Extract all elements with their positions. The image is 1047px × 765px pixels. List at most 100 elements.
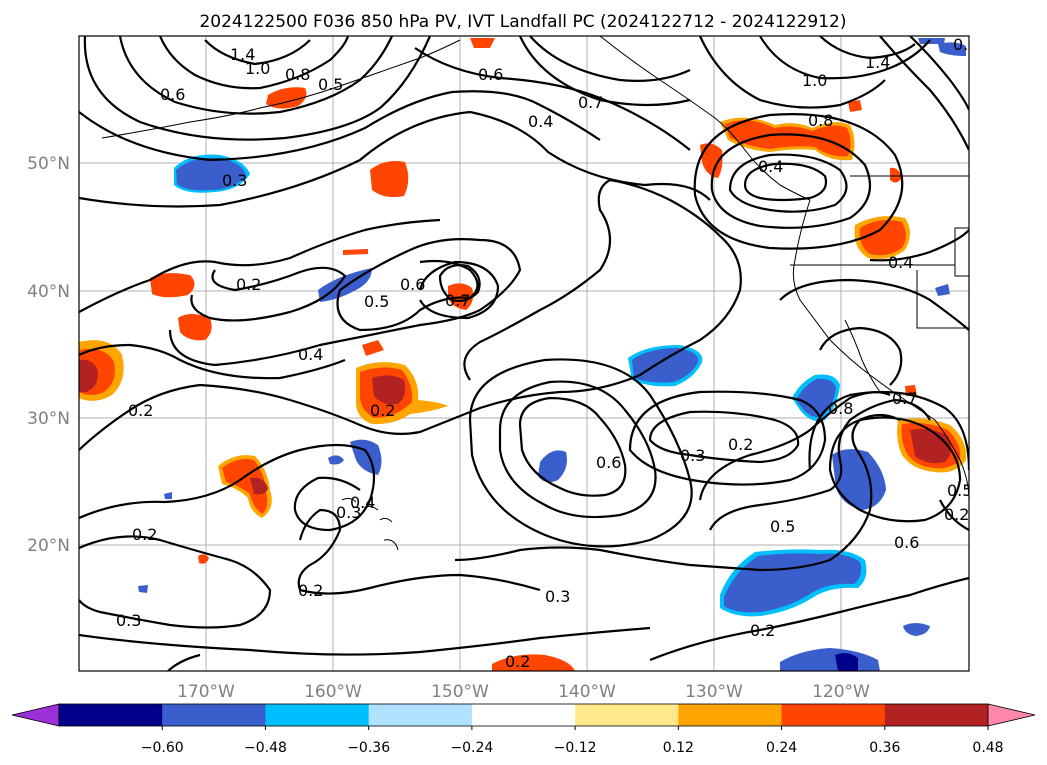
lat-label: 30°N bbox=[27, 409, 70, 429]
contour-line bbox=[710, 133, 872, 229]
pv-patch bbox=[138, 585, 148, 593]
coastline-west-coast bbox=[792, 199, 969, 501]
contour-label: 0.3 bbox=[222, 171, 247, 190]
contour-line bbox=[819, 326, 903, 386]
contour-line bbox=[79, 218, 441, 313]
contour-label: 0.2 bbox=[728, 435, 753, 454]
contour-label: 0.4 bbox=[350, 493, 375, 512]
contour-label: 1.0 bbox=[245, 59, 270, 78]
colorbar-tick-label: −0.48 bbox=[244, 740, 287, 756]
colorbar-segment bbox=[884, 704, 989, 726]
contour-line bbox=[168, 238, 522, 367]
colorbar-segment bbox=[368, 704, 473, 726]
contour-line bbox=[828, 416, 962, 523]
pv-patch bbox=[266, 87, 307, 109]
contour-label: 0.8 bbox=[285, 65, 310, 84]
colorbar-segment bbox=[575, 704, 679, 726]
colorbar-tick-label: 0.48 bbox=[972, 740, 1003, 756]
colorbar-segment bbox=[162, 704, 266, 726]
pv-patch bbox=[328, 455, 344, 465]
contour-line bbox=[909, 36, 969, 111]
colorbar-segments bbox=[59, 704, 989, 726]
contour-line bbox=[693, 113, 904, 250]
contour-line bbox=[414, 47, 691, 151]
pv-patch bbox=[724, 553, 862, 613]
contour-line bbox=[939, 499, 969, 531]
pv-patch bbox=[250, 477, 268, 495]
coastline-baja bbox=[844, 319, 881, 393]
contour-line bbox=[869, 229, 969, 262]
contour-label: 0.3 bbox=[680, 446, 705, 465]
colorbar-tick-label: 0.24 bbox=[766, 740, 797, 756]
contour-line bbox=[79, 626, 651, 656]
colorbar-segment bbox=[265, 704, 370, 726]
colorbar-segment bbox=[678, 704, 783, 726]
lat-label: 20°N bbox=[27, 536, 70, 556]
contour-label: 0.3 bbox=[116, 611, 141, 630]
contour-line bbox=[79, 90, 601, 162]
colorbar-segment bbox=[781, 704, 886, 726]
contour-line bbox=[454, 413, 901, 572]
contour-line bbox=[628, 390, 827, 486]
pv-patch bbox=[938, 42, 966, 56]
contour-label: 0.4 bbox=[528, 112, 553, 131]
contour-line bbox=[297, 508, 541, 595]
map-contents: 1.4 1.0 0.8 0.6 0.5 0.3 0.6 0.7 0.4 1.4 … bbox=[79, 36, 969, 671]
coastline-aleutians bbox=[101, 39, 461, 139]
contour-line bbox=[518, 36, 691, 107]
latitude-labels: 50°N 40°N 30°N 20°N bbox=[27, 154, 70, 556]
colorbar-tick-label: 0.12 bbox=[663, 740, 694, 756]
contour-label: 0.3 bbox=[545, 587, 570, 606]
contour-label: 0.8 bbox=[808, 111, 833, 130]
contour-line bbox=[158, 36, 350, 90]
contour-line bbox=[79, 535, 272, 629]
contour-label: 0.8 bbox=[828, 399, 853, 418]
contour-label: 0.2 bbox=[944, 505, 969, 524]
colorbar-extend-left bbox=[11, 703, 60, 727]
lon-label: 130°W bbox=[685, 682, 743, 702]
coastlines bbox=[101, 36, 969, 551]
pv-patch bbox=[890, 167, 902, 183]
colorbar-segment bbox=[59, 704, 163, 726]
contour-line bbox=[759, 36, 931, 80]
colorbar-tick-label: −0.36 bbox=[347, 740, 390, 756]
contour-label: 0.6 bbox=[894, 533, 919, 552]
pv-patch bbox=[362, 340, 384, 356]
contour-line bbox=[418, 260, 500, 320]
contour-line bbox=[79, 178, 742, 451]
ivt-contours bbox=[79, 36, 969, 671]
contour-labels: 1.4 1.0 0.8 0.6 0.5 0.3 0.6 0.7 0.4 1.4 … bbox=[116, 36, 969, 671]
colorbar-ticks: −0.60 −0.48 −0.36 −0.24 −0.12 0.12 0.24 0.36 0.4… bbox=[141, 726, 1004, 756]
contour-line bbox=[728, 153, 848, 213]
contour-line bbox=[743, 162, 828, 202]
pv-patch bbox=[150, 273, 195, 298]
contour-label: 0.3 bbox=[336, 503, 361, 522]
colorbar-segment bbox=[471, 704, 576, 726]
contour-line bbox=[779, 278, 969, 331]
contour-line bbox=[167, 653, 201, 671]
contour-line bbox=[190, 266, 347, 322]
contour-label: 0.2 bbox=[750, 621, 775, 640]
contour-label: 0.2 bbox=[370, 401, 395, 420]
pv-patch bbox=[918, 38, 945, 44]
contour-line bbox=[518, 396, 627, 497]
border-box bbox=[954, 227, 969, 277]
pv-patch bbox=[796, 378, 836, 417]
contour-line bbox=[698, 36, 886, 109]
contour-line bbox=[79, 443, 376, 532]
lon-label: 160°W bbox=[304, 682, 362, 702]
map-frame bbox=[78, 35, 970, 672]
contour-label: 0.6 bbox=[400, 275, 425, 294]
contour-label: 0.7 bbox=[578, 93, 603, 112]
contour-label: 0.2 bbox=[236, 275, 261, 294]
contour-line bbox=[808, 390, 969, 471]
contour-line bbox=[529, 36, 691, 82]
contour-label: 0.5 bbox=[364, 292, 389, 311]
pv-patch bbox=[79, 359, 98, 392]
contour-label: 0.2 bbox=[132, 525, 157, 544]
lon-label: 120°W bbox=[812, 682, 870, 702]
contour-label: 0.2 bbox=[298, 581, 323, 600]
contour-label: 0.6 bbox=[478, 65, 503, 84]
colorbar-extend-right bbox=[987, 703, 1036, 727]
contour-label: 1.0 bbox=[802, 71, 827, 90]
